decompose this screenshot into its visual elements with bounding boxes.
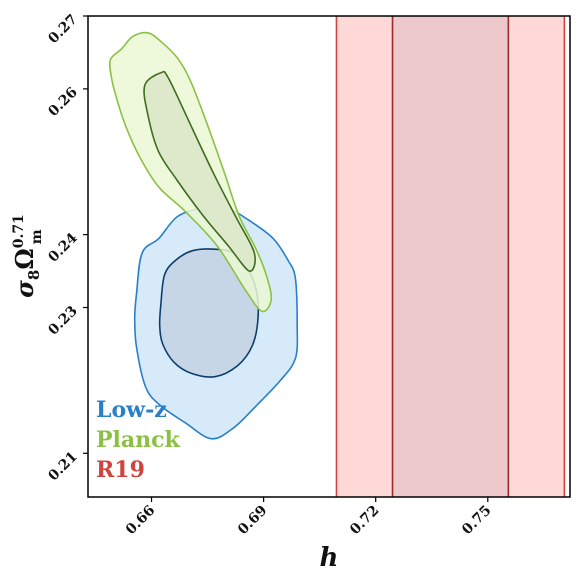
y-tick-label: 0.23 bbox=[45, 303, 80, 338]
y-label-omega-sup: 0.71 bbox=[11, 214, 27, 248]
y-label-omega-sub: m bbox=[29, 229, 45, 244]
y-label-omega: Ω bbox=[10, 248, 39, 269]
legend: Low-z Planck R19 bbox=[96, 397, 181, 483]
x-tick-label: 0.69 bbox=[235, 503, 270, 538]
x-tick-label: 0.66 bbox=[123, 503, 158, 538]
contour-planck-inner bbox=[143, 70, 256, 272]
band-r19-inner bbox=[391, 16, 510, 497]
legend-entry-r19: R19 bbox=[96, 457, 145, 483]
plot-frame bbox=[87, 15, 571, 498]
y-axis-label: σ8Ω0.71 m bbox=[10, 214, 45, 298]
y-tick-label: 0.27 bbox=[45, 12, 80, 47]
x-axis-label: h bbox=[320, 543, 339, 573]
y-tick-label: 0.21 bbox=[45, 449, 80, 484]
svg-text:σ8Ω0.71m: σ8Ω0.71 m bbox=[10, 214, 45, 298]
y-label-sigma-sub: 8 bbox=[25, 270, 43, 280]
y-label-sigma: σ bbox=[10, 280, 39, 298]
contour-low-z-inner bbox=[158, 248, 260, 378]
y-tick-label: 0.26 bbox=[45, 84, 80, 119]
legend-entry-low-z: Low-z bbox=[96, 397, 167, 423]
x-tick-label: 0.75 bbox=[459, 503, 494, 538]
data-layer bbox=[108, 16, 566, 497]
legend-entry-planck: Planck bbox=[96, 427, 181, 453]
y-tick-label: 0.24 bbox=[45, 230, 81, 266]
x-tick-label: 0.72 bbox=[347, 503, 382, 538]
